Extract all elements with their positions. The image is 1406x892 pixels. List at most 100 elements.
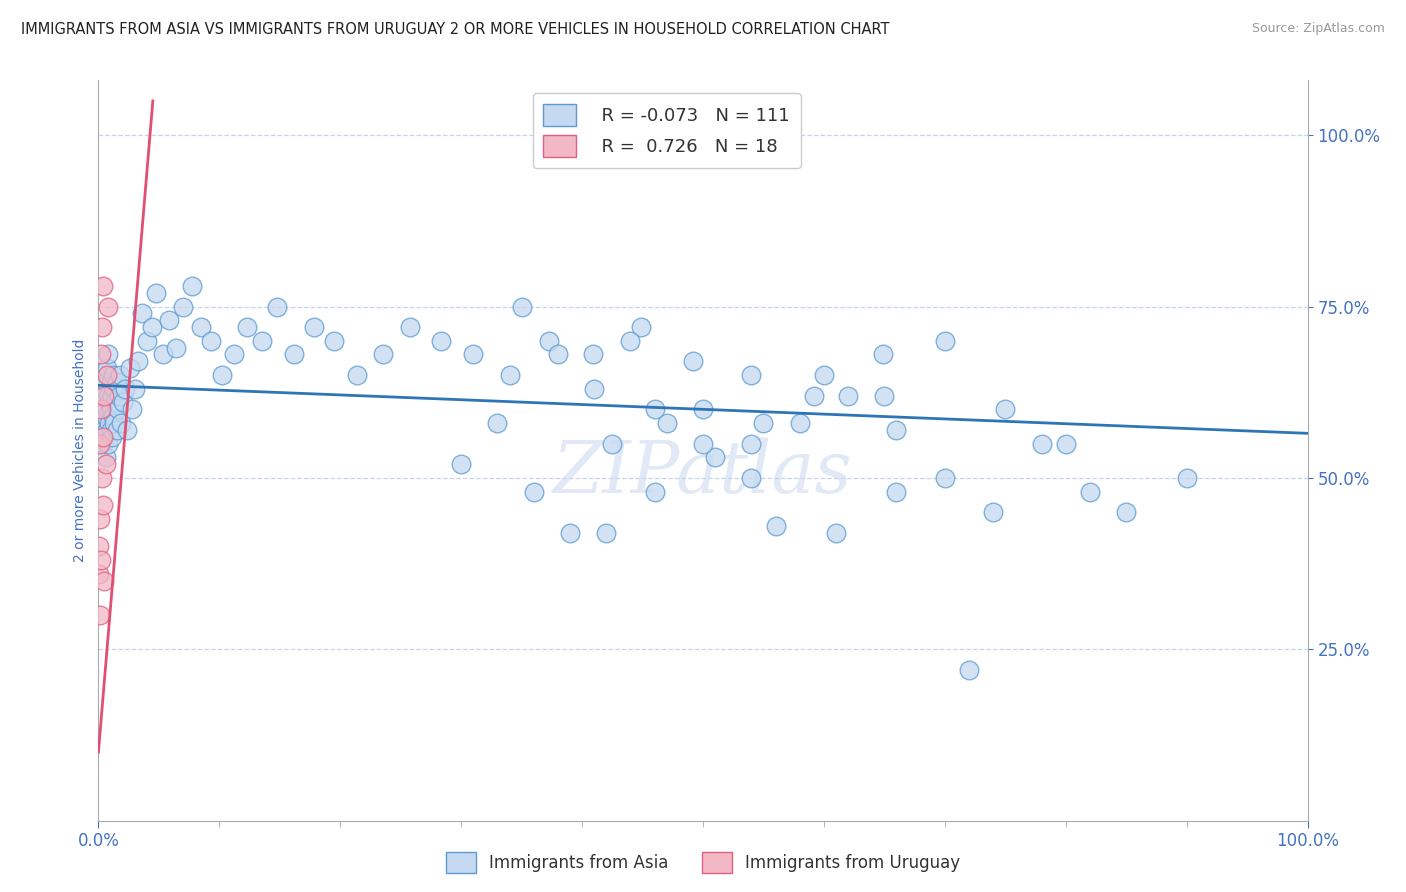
Point	[740, 471, 762, 485]
Point	[704, 450, 727, 465]
Point	[200, 334, 222, 348]
Point	[994, 402, 1017, 417]
Point	[97, 389, 120, 403]
Point	[190, 320, 212, 334]
Point	[644, 402, 666, 417]
Point	[644, 484, 666, 499]
Point	[93, 574, 115, 588]
Point	[89, 512, 111, 526]
Point	[682, 354, 704, 368]
Point	[110, 416, 132, 430]
Point	[96, 368, 118, 382]
Point	[266, 300, 288, 314]
Point	[1054, 436, 1077, 450]
Point	[934, 471, 956, 485]
Point	[486, 416, 509, 430]
Point	[619, 334, 641, 348]
Point	[91, 416, 114, 430]
Point	[872, 347, 894, 361]
Point	[740, 436, 762, 450]
Point	[97, 347, 120, 361]
Point	[94, 457, 117, 471]
Point	[981, 505, 1004, 519]
Point	[93, 395, 115, 409]
Text: Source: ZipAtlas.com: Source: ZipAtlas.com	[1251, 22, 1385, 36]
Point	[114, 382, 136, 396]
Point	[172, 300, 194, 314]
Point	[283, 347, 305, 361]
Point	[510, 300, 533, 314]
Point	[89, 436, 111, 450]
Point	[547, 347, 569, 361]
Point	[873, 389, 896, 403]
Point	[107, 402, 129, 417]
Point	[302, 320, 325, 334]
Point	[97, 436, 120, 450]
Point	[399, 320, 422, 334]
Point	[94, 375, 117, 389]
Point	[837, 389, 859, 403]
Point	[91, 430, 114, 444]
Point	[595, 525, 617, 540]
Point	[108, 368, 131, 382]
Point	[89, 607, 111, 622]
Point	[692, 402, 714, 417]
Point	[97, 300, 120, 314]
Point	[323, 334, 346, 348]
Point	[135, 334, 157, 348]
Point	[121, 402, 143, 417]
Point	[103, 416, 125, 430]
Point	[117, 423, 139, 437]
Point	[803, 389, 825, 403]
Point	[127, 354, 149, 368]
Point	[371, 347, 394, 361]
Point	[692, 436, 714, 450]
Point	[101, 368, 124, 382]
Point	[825, 525, 848, 540]
Point	[101, 409, 124, 424]
Point	[813, 368, 835, 382]
Point	[165, 341, 187, 355]
Point	[98, 416, 121, 430]
Point	[655, 416, 678, 430]
Point	[105, 375, 128, 389]
Point	[91, 402, 114, 417]
Point	[211, 368, 233, 382]
Point	[90, 389, 112, 403]
Point	[91, 436, 114, 450]
Point	[91, 498, 114, 512]
Point	[250, 334, 273, 348]
Point	[100, 423, 122, 437]
Point	[141, 320, 163, 334]
Point	[582, 347, 605, 361]
Point	[1078, 484, 1101, 499]
Point	[886, 423, 908, 437]
Point	[523, 484, 546, 499]
Point	[108, 389, 131, 403]
Y-axis label: 2 or more Vehicles in Household: 2 or more Vehicles in Household	[73, 339, 87, 562]
Legend: Immigrants from Asia, Immigrants from Uruguay: Immigrants from Asia, Immigrants from Ur…	[439, 846, 967, 880]
Point	[91, 279, 114, 293]
Point	[89, 540, 111, 554]
Point	[90, 553, 112, 567]
Point	[91, 320, 114, 334]
Point	[104, 395, 127, 409]
Point	[602, 436, 624, 450]
Point	[118, 361, 141, 376]
Point	[93, 423, 115, 437]
Legend:   R = -0.073   N = 111,   R =  0.726   N = 18: R = -0.073 N = 111, R = 0.726 N = 18	[533, 93, 801, 168]
Point	[91, 368, 114, 382]
Point	[124, 382, 146, 396]
Point	[1031, 436, 1053, 450]
Point	[765, 519, 787, 533]
Point	[100, 389, 122, 403]
Point	[789, 416, 811, 430]
Point	[96, 361, 118, 376]
Point	[886, 484, 908, 499]
Point	[957, 663, 980, 677]
Point	[1175, 471, 1198, 485]
Text: IMMIGRANTS FROM ASIA VS IMMIGRANTS FROM URUGUAY 2 OR MORE VEHICLES IN HOUSEHOLD : IMMIGRANTS FROM ASIA VS IMMIGRANTS FROM …	[21, 22, 890, 37]
Point	[131, 306, 153, 320]
Point	[157, 313, 180, 327]
Point	[740, 368, 762, 382]
